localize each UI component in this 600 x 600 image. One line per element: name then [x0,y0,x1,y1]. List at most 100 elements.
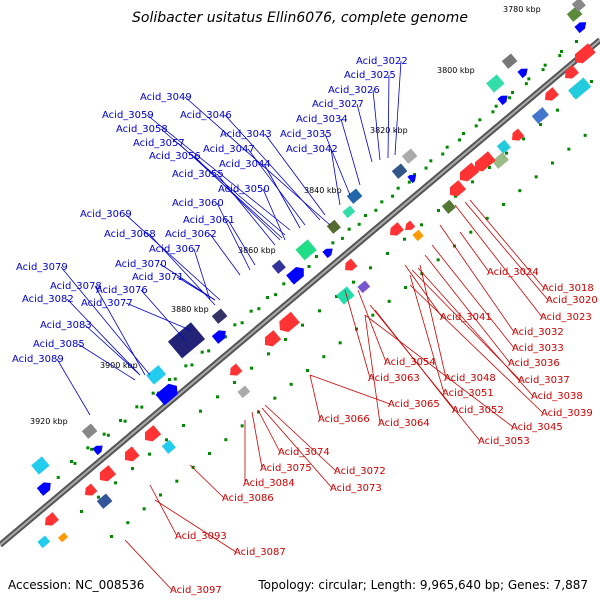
gene-label-upper: Acid_3067 [149,244,201,255]
tick-dot [478,118,481,121]
map-title: Solibacter usitatus Ellin6076, complete … [132,10,468,26]
tick-dot [73,462,76,465]
ruler-tick-label: 3900 kbp [100,361,138,370]
gene-label-upper: Acid_3059 [102,110,154,121]
gene-feature [509,128,525,143]
tick-dot [250,310,253,313]
tick-dot [495,105,498,108]
gene-feature [574,19,588,33]
gene-label-lower: Acid_3093 [175,531,227,542]
leader-line [405,265,442,317]
tick-dot [575,40,578,43]
gene-feature [141,425,161,444]
gene-feature [568,78,591,100]
tick-dot [462,132,465,135]
tick-dot [143,507,146,510]
gene-feature [276,312,300,336]
gene-label-upper: Acid_3069 [80,209,132,220]
tick-dot [535,175,538,178]
leader-line [190,465,224,498]
gene-label-upper: Acid_3085 [33,339,85,350]
tick-dot [301,324,304,327]
tick-dot [322,355,325,358]
tick-dot [469,231,472,234]
tick-dot [475,124,478,127]
tick-dot [290,383,293,386]
gene-feature [532,107,549,124]
tick-dot [556,109,559,112]
gene-label-upper: Acid_3055 [172,169,224,180]
tick-dot [208,452,211,455]
tick-dot [241,424,244,427]
gene-feature [357,281,370,294]
gene-label-lower: Acid_3065 [388,399,440,410]
gene-feature [168,322,205,358]
gene-label-upper: Acid_3071 [132,272,184,283]
gene-label-upper: Acid_3042 [286,144,338,155]
tick-dot [403,238,406,241]
gene-label-lower: Acid_3066 [318,414,370,425]
tick-dot [560,50,563,53]
tick-dot [446,146,449,149]
gene-label-lower: Acid_3045 [511,422,563,433]
gene-feature [402,221,415,234]
tick-dot [420,223,423,226]
leader-line [150,485,177,536]
tick-dot [331,241,334,244]
leader-line [228,220,255,265]
tick-dot [266,296,269,299]
tick-dot [224,438,227,441]
tick-dot [441,153,444,156]
gene-label-lower: Acid_3053 [478,436,530,447]
tick-dot [124,420,127,423]
gene-feature [37,536,50,549]
ruler-tick-label: 3800 kbp [437,66,475,75]
gene-label-upper: Acid_3078 [50,281,102,292]
gene-label-lower: Acid_3087 [234,547,286,558]
tick-dot [131,467,134,470]
gene-feature [227,363,243,378]
gene-label-upper: Acid_3077 [81,298,133,309]
tick-dot [107,434,110,437]
gene-label-lower: Acid_3097 [170,585,222,596]
tick-dot [511,91,514,94]
leader-line [373,90,380,160]
gene-label-upper: Acid_3070 [115,259,167,270]
topology-text: Topology: circular; Length: 9,965,640 bp… [258,578,588,592]
gene-feature [387,222,404,239]
tick-dot [207,349,210,352]
tick-dot [97,496,100,499]
gene-label-lower: Acid_3073 [330,483,382,494]
gene-label-lower: Acid_3037 [518,375,570,386]
tick-dot [437,258,440,261]
gene-label-upper: Acid_3083 [40,320,92,331]
gene-label-lower: Acid_3024 [487,267,539,278]
tick-dot [110,535,113,538]
tick-dot [174,378,177,381]
tick-dot [539,123,542,126]
gene-feature [486,74,504,92]
gene-label-upper: Acid_3079 [16,262,68,273]
tick-dot [471,180,474,183]
gene-label-lower: Acid_3041 [440,312,492,323]
tick-dot [159,494,162,497]
gene-feature [327,220,341,234]
gene-label-lower: Acid_3063 [368,373,420,384]
gene-feature [272,260,286,274]
tick-dot [404,286,407,289]
tick-dot [425,167,428,170]
gene-label-upper: Acid_3089 [12,354,64,365]
leader-line [341,119,360,185]
genome-map-view: Solibacter usitatus Ellin6076, complete … [0,0,600,600]
tick-dot [505,152,508,155]
gene-label-upper: Acid_3049 [140,92,192,103]
gene-feature [402,148,418,163]
ruler-tick-label: 3780 kbp [503,5,541,14]
gene-feature [42,512,59,529]
gene-label-upper: Acid_3082 [22,294,74,305]
leader-line [460,232,489,272]
tick-dot [315,255,318,258]
gene-feature [237,386,250,399]
leader-line [465,202,548,300]
tick-dot [458,138,461,141]
